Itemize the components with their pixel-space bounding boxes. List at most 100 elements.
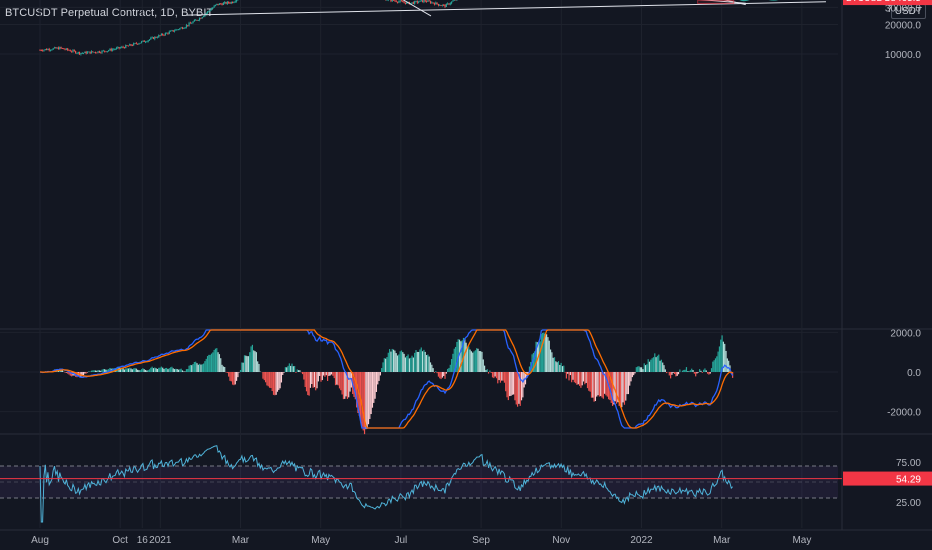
candle-body[interactable]: [155, 36, 157, 38]
candle-body[interactable]: [205, 13, 207, 15]
candle-body[interactable]: [48, 49, 50, 51]
candle-body[interactable]: [181, 27, 184, 29]
candle-body[interactable]: [68, 50, 70, 51]
candle-body[interactable]: [444, 4, 446, 7]
candle-body[interactable]: [437, 4, 440, 6]
candle-body[interactable]: [152, 37, 155, 40]
candle-body[interactable]: [184, 27, 186, 29]
candle-body[interactable]: [193, 19, 195, 22]
candle-body[interactable]: [57, 47, 60, 50]
candle-body[interactable]: [40, 49, 42, 51]
candle-body[interactable]: [222, 2, 224, 5]
candle-body[interactable]: [179, 28, 181, 30]
candle-body[interactable]: [414, 1, 416, 4]
candle-body[interactable]: [85, 51, 87, 54]
candle-body[interactable]: [435, 2, 437, 5]
candle-body[interactable]: [84, 51, 86, 53]
candle-body[interactable]: [234, 1, 236, 3]
candle-body[interactable]: [60, 47, 62, 49]
candle-body[interactable]: [138, 43, 140, 45]
candle-body[interactable]: [406, 2, 408, 4]
candle-body[interactable]: [97, 51, 99, 53]
candle-body[interactable]: [399, 0, 401, 2]
candle-body[interactable]: [424, 0, 426, 2]
candle-body[interactable]: [192, 21, 194, 24]
candle-body[interactable]: [423, 0, 425, 3]
candle-body[interactable]: [61, 48, 64, 49]
candle-body[interactable]: [403, 2, 405, 3]
candle-body[interactable]: [125, 45, 127, 49]
candle-body[interactable]: [188, 22, 190, 26]
candle-body[interactable]: [93, 52, 95, 53]
candle-body[interactable]: [63, 48, 65, 50]
candle-body[interactable]: [86, 52, 89, 54]
candle-body[interactable]: [180, 27, 182, 29]
candle-body[interactable]: [394, 0, 396, 2]
candle-body[interactable]: [160, 33, 162, 36]
candle-body[interactable]: [391, 0, 393, 1]
candle-body[interactable]: [44, 49, 46, 50]
candle-body[interactable]: [158, 35, 160, 38]
candle-body[interactable]: [432, 2, 434, 4]
candle-body[interactable]: [108, 50, 110, 52]
candle-body[interactable]: [121, 46, 123, 48]
candle-body[interactable]: [72, 50, 74, 52]
candle-body[interactable]: [212, 7, 214, 9]
candle-body[interactable]: [140, 41, 143, 43]
candle-body[interactable]: [235, 0, 238, 2]
candle-body[interactable]: [201, 17, 203, 19]
candle-body[interactable]: [129, 44, 131, 46]
candle-body[interactable]: [52, 48, 54, 50]
candle-body[interactable]: [224, 2, 226, 3]
candle-body[interactable]: [78, 52, 81, 55]
candle-body[interactable]: [109, 48, 111, 51]
candle-body[interactable]: [130, 44, 132, 46]
candle-body[interactable]: [400, 0, 403, 2]
candle-body[interactable]: [220, 3, 222, 5]
candle-body[interactable]: [135, 43, 137, 44]
candle-body[interactable]: [51, 49, 53, 51]
candle-body[interactable]: [65, 48, 67, 50]
candle-body[interactable]: [172, 30, 174, 32]
candle-body[interactable]: [117, 47, 119, 48]
candle-body[interactable]: [137, 43, 139, 45]
candle-body[interactable]: [217, 3, 219, 5]
candle-body[interactable]: [416, 1, 418, 3]
candle-body[interactable]: [139, 42, 141, 44]
candle-body[interactable]: [395, 0, 397, 2]
candles[interactable]: [39, 0, 733, 56]
candle-body[interactable]: [69, 50, 71, 52]
candle-body[interactable]: [427, 0, 429, 2]
candle-body[interactable]: [90, 51, 93, 54]
candle-body[interactable]: [55, 47, 57, 49]
candle-body[interactable]: [200, 18, 202, 19]
candle-body[interactable]: [445, 3, 447, 7]
candle-body[interactable]: [199, 18, 201, 21]
candle-body[interactable]: [418, 1, 420, 3]
candle-body[interactable]: [146, 41, 148, 43]
candle-body[interactable]: [415, 1, 417, 2]
candle-body[interactable]: [143, 40, 145, 42]
candle-body[interactable]: [396, 1, 399, 3]
candle-body[interactable]: [162, 33, 164, 36]
candle-body[interactable]: [404, 2, 407, 4]
candle-body[interactable]: [216, 3, 218, 5]
candle-body[interactable]: [175, 29, 177, 31]
macd-panel[interactable]: [39, 329, 734, 435]
candle-body[interactable]: [106, 50, 108, 52]
candle-body[interactable]: [398, 1, 400, 3]
candle-body[interactable]: [82, 52, 85, 54]
candle-body[interactable]: [133, 43, 135, 46]
candle-body[interactable]: [208, 10, 210, 12]
candle-body[interactable]: [177, 29, 180, 31]
candle-body[interactable]: [45, 49, 48, 51]
candle-body[interactable]: [449, 3, 451, 5]
candle-body[interactable]: [195, 19, 197, 21]
candle-body[interactable]: [197, 20, 199, 21]
candle-body[interactable]: [202, 16, 205, 18]
candle-body[interactable]: [447, 3, 449, 5]
candle-body[interactable]: [392, 0, 395, 1]
candle-body[interactable]: [402, 1, 404, 3]
candle-body[interactable]: [196, 19, 198, 21]
zone-box[interactable]: [697, 0, 735, 5]
